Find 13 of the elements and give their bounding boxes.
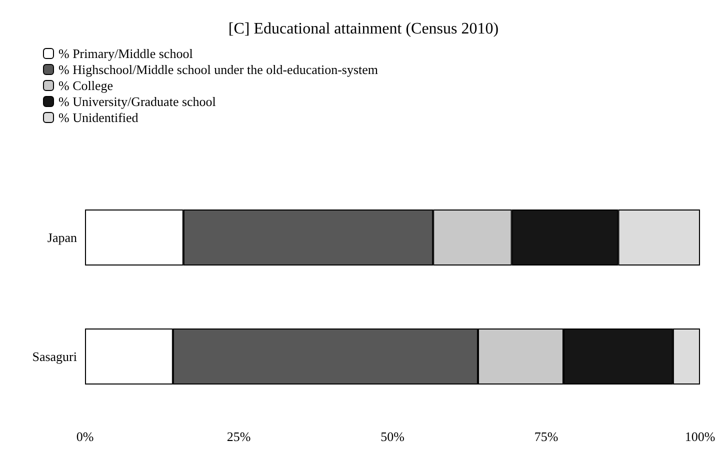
x-tick-label: 25% xyxy=(226,429,251,444)
x-tick-label: 0% xyxy=(76,429,94,444)
y-tick-label: Japan xyxy=(47,230,78,245)
legend-label: % Primary/Middle school xyxy=(58,46,194,61)
legend-label: % University/Graduate school xyxy=(58,94,216,109)
legend-label: % Unidentified xyxy=(58,110,139,125)
legend-label: % College xyxy=(58,78,114,93)
legend-label: % Highschool/Middle school under the old-education-system xyxy=(58,62,378,77)
x-tick-label: 50% xyxy=(380,429,405,444)
x-tick-label: 100% xyxy=(684,429,716,444)
x-tick-label: 75% xyxy=(534,429,558,444)
chart-title: [C] Educational attainment (Census 2010) xyxy=(228,20,499,38)
y-tick-label: Sasaguri xyxy=(32,349,78,364)
